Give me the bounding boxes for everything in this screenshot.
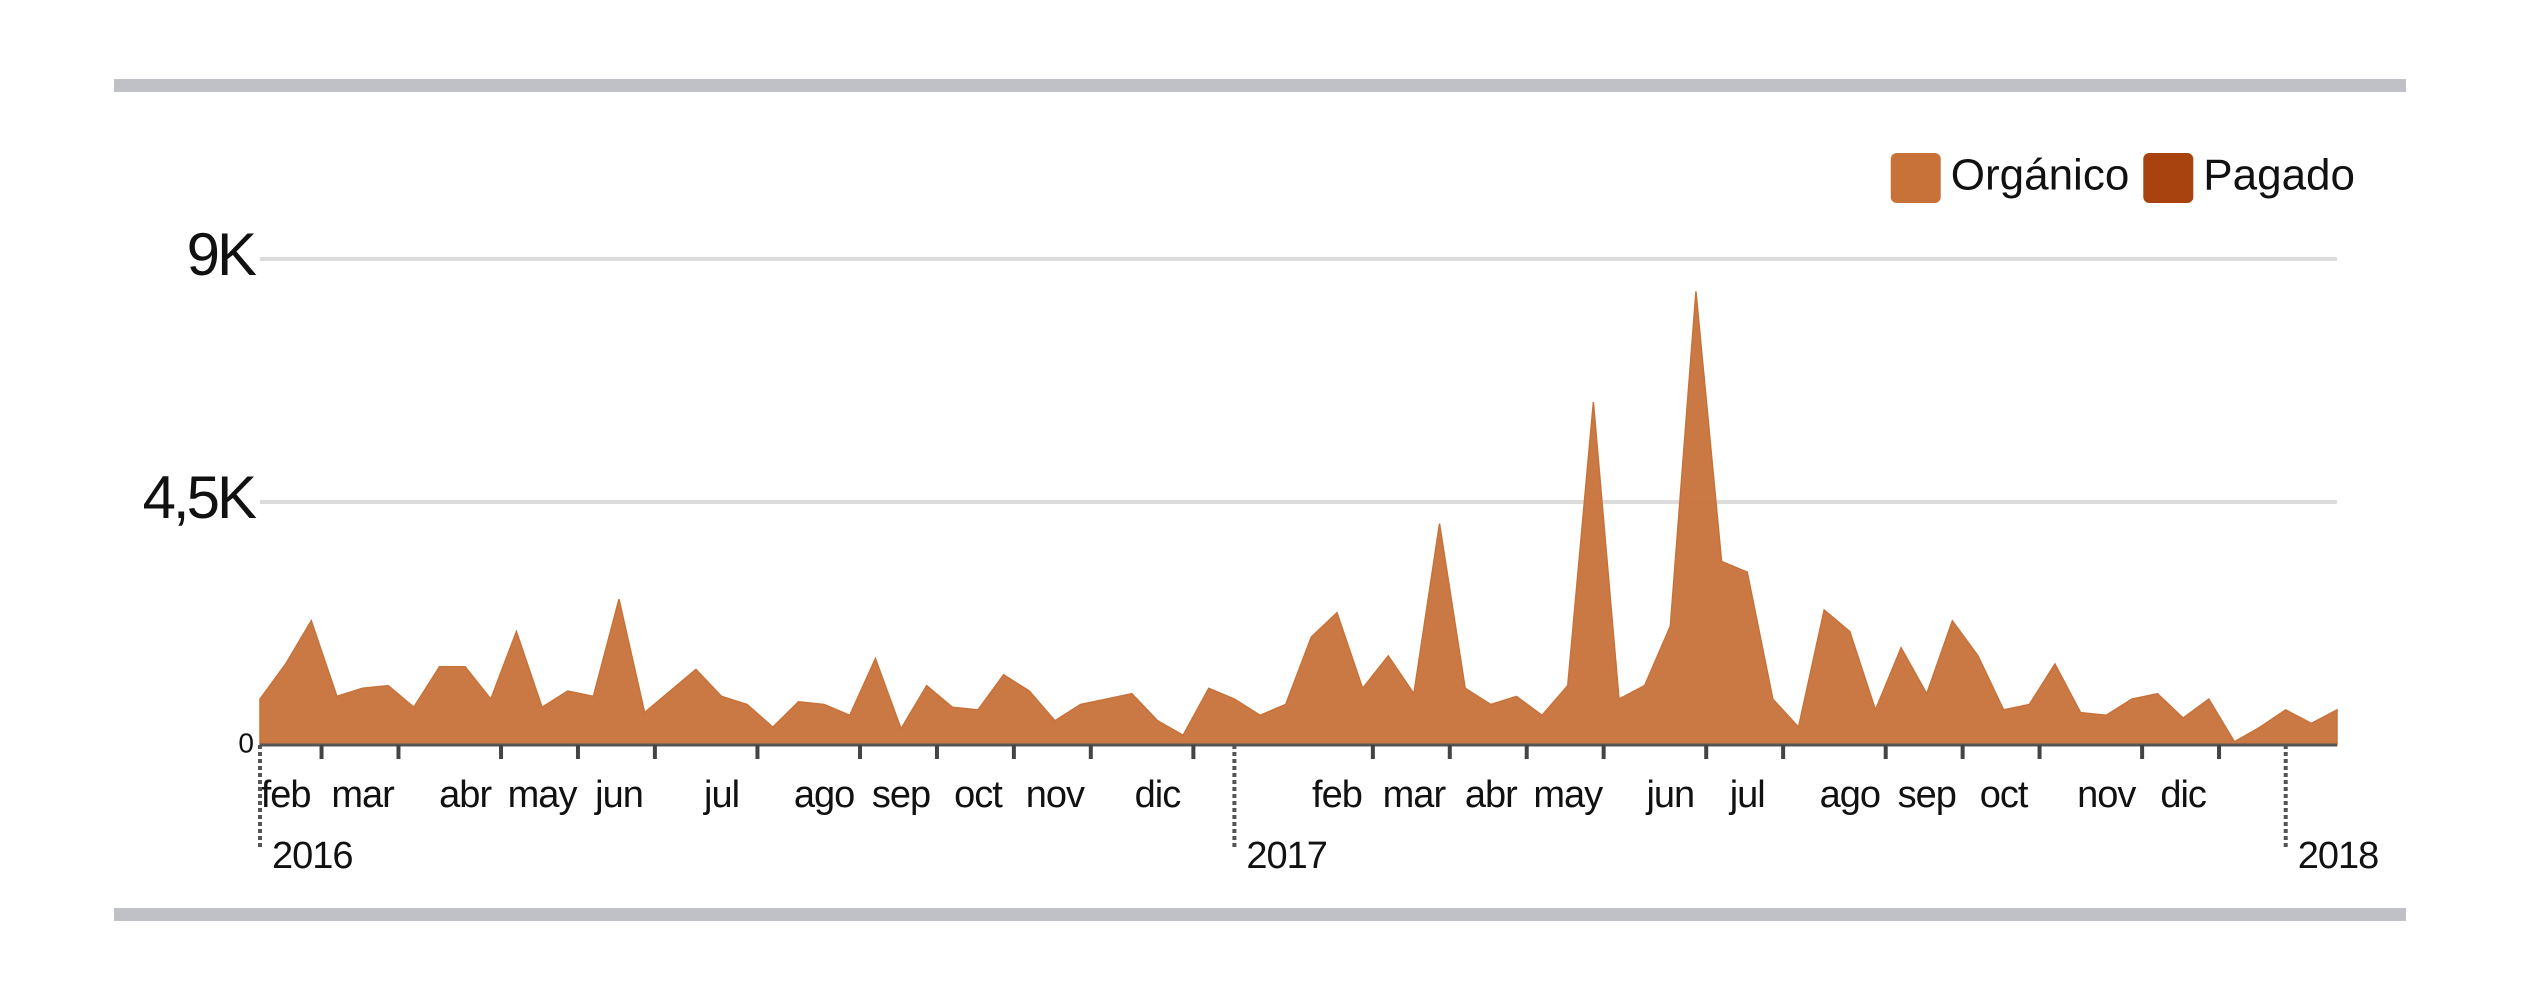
x-tick-label: feb bbox=[1312, 774, 1362, 816]
legend-swatch bbox=[2143, 153, 2194, 203]
x-tick-label: jul bbox=[1729, 774, 1765, 816]
x-tick-label: jun bbox=[1645, 774, 1694, 816]
year-label: 2017 bbox=[1246, 835, 1327, 877]
y-tick-label: 4,5K bbox=[143, 464, 257, 531]
legend-label: Orgánico bbox=[1951, 151, 2130, 200]
year-label: 2018 bbox=[2298, 835, 2379, 877]
x-tick-label: sep bbox=[872, 774, 930, 816]
top-bar bbox=[114, 79, 2406, 92]
legend-swatch bbox=[1890, 153, 1941, 203]
y-tick-label: 0 bbox=[238, 727, 254, 758]
bottom-bar bbox=[114, 908, 2406, 921]
x-tick-label: jul bbox=[703, 774, 739, 816]
x-tick-label: dic bbox=[2160, 774, 2206, 816]
legend-label: Pagado bbox=[2203, 151, 2355, 200]
year-label: 2016 bbox=[272, 835, 353, 877]
x-tick-label: ago bbox=[794, 774, 854, 816]
x-tick-label: abr bbox=[1465, 774, 1518, 816]
x-tick-label: jun bbox=[594, 774, 643, 816]
x-tick-label: dic bbox=[1135, 774, 1181, 816]
area bbox=[259, 291, 2338, 746]
x-tick-label: may bbox=[508, 774, 578, 816]
x-tick-label: oct bbox=[1980, 774, 2029, 816]
x-tick-label: nov bbox=[1026, 774, 1085, 816]
x-tick-label: ago bbox=[1820, 774, 1880, 816]
x-tick-label: mar bbox=[331, 774, 395, 816]
x-tick-label: abr bbox=[439, 774, 492, 816]
x-tick-label: sep bbox=[1898, 774, 1956, 816]
x-tick-label: mar bbox=[1383, 774, 1447, 816]
x-tick-label: feb bbox=[261, 774, 311, 816]
x-tick-label: oct bbox=[954, 774, 1003, 816]
y-tick-label: 9K bbox=[187, 221, 257, 288]
x-tick-label: may bbox=[1533, 774, 1603, 816]
x-tick-label: nov bbox=[2077, 774, 2136, 816]
